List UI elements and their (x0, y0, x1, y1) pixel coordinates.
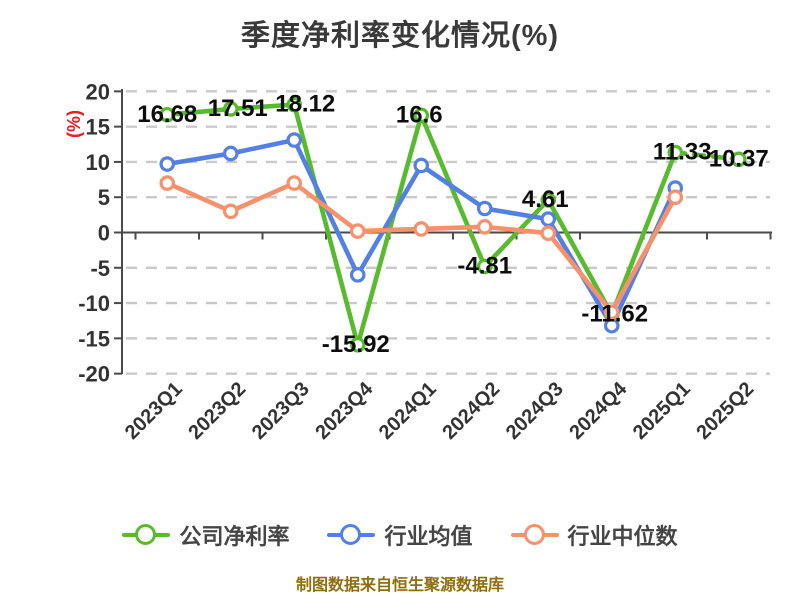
source-caption: 制图数据来自恒生聚源数据库 (295, 577, 504, 594)
legend-item-industry-median[interactable]: 行业中位数 (510, 519, 678, 551)
x-tick-label: 2023Q2 (184, 378, 250, 444)
data-point-industry-mean[interactable] (540, 211, 557, 227)
y-axis-name: (%) (64, 110, 84, 138)
data-point-industry-median[interactable] (476, 219, 493, 235)
data-point-company-net-margin[interactable] (667, 144, 684, 161)
line-company-net-margin-dashed-segment (672, 150, 742, 162)
legend-circle (135, 524, 157, 545)
data-point-industry-median[interactable] (540, 225, 557, 242)
data-label: 16.6 (396, 101, 443, 128)
data-point-company-net-margin[interactable] (476, 258, 493, 275)
x-tick-label: 2023Q4 (311, 377, 378, 444)
legend-label: 行业中位数 (567, 524, 678, 549)
data-point-company-net-margin[interactable] (222, 101, 239, 117)
y-tick-label: -15 (78, 326, 110, 351)
data-point-industry-mean[interactable] (286, 132, 303, 148)
data-point-company-net-margin[interactable] (286, 96, 303, 113)
data-point-company-net-margin[interactable] (540, 192, 557, 208)
x-tick-label: 2024Q1 (375, 378, 441, 444)
data-point-company-net-margin[interactable] (730, 151, 747, 168)
data-point-industry-mean[interactable] (413, 157, 430, 174)
legend-marker-icon (122, 522, 171, 548)
y-tick-label: 10 (86, 150, 110, 175)
data-label: -11.62 (581, 301, 648, 328)
data-point-industry-median[interactable] (222, 203, 239, 220)
data-point-industry-mean[interactable] (159, 156, 176, 172)
data-label: 4.61 (522, 186, 569, 213)
data-point-company-net-margin[interactable] (413, 107, 430, 124)
y-tick-label: 5 (98, 185, 110, 210)
y-tick-label: -20 (78, 362, 110, 387)
data-point-industry-median[interactable] (349, 223, 366, 239)
data-label: -15.92 (322, 331, 390, 358)
data-label: -4.81 (457, 252, 512, 279)
x-tick-label: 2024Q2 (438, 378, 504, 444)
legend-marker-icon (510, 522, 559, 548)
y-tick-label: 20 (86, 79, 110, 104)
data-point-industry-mean[interactable] (349, 267, 366, 283)
y-tick-label: 15 (86, 115, 110, 140)
line-industry-median (164, 180, 678, 315)
legend-circle (523, 524, 545, 545)
data-point-company-net-margin[interactable] (159, 106, 176, 123)
data-label: 17.51 (208, 95, 268, 122)
data-point-industry-mean[interactable] (222, 145, 239, 162)
legend-label: 行业均值 (384, 524, 473, 549)
data-point-industry-median[interactable] (159, 175, 176, 191)
x-tick-label: 2025Q1 (629, 378, 695, 444)
data-label: 11.33 (653, 139, 712, 166)
y-tick-label: -10 (78, 291, 110, 316)
legend-marker-icon (327, 522, 376, 548)
legend-label: 公司净利率 (179, 524, 290, 549)
y-tick-label: 0 (98, 221, 110, 246)
x-tick-label: 2024Q3 (502, 378, 568, 444)
x-tick-label: 2023Q1 (121, 378, 187, 444)
data-label: 16.68 (137, 101, 197, 128)
data-point-industry-median[interactable] (413, 221, 430, 237)
data-label: 10.37 (709, 145, 769, 172)
data-point-industry-median[interactable] (603, 304, 620, 321)
data-label: 18.12 (275, 91, 335, 118)
data-point-company-net-margin[interactable] (349, 337, 366, 353)
y-tick-label: -5 (90, 256, 110, 281)
chart-title: 季度净利率变化情况(%) (240, 20, 560, 52)
x-tick-label: 2025Q2 (692, 378, 758, 444)
data-point-industry-median[interactable] (286, 175, 303, 191)
legend-item-industry-mean[interactable]: 行业均值 (327, 519, 473, 551)
data-point-industry-median[interactable] (667, 189, 684, 206)
x-tick-label: 2023Q3 (248, 378, 314, 444)
x-tick-label: 2024Q4 (565, 377, 632, 444)
legend: 公司净利率 行业均值 行业中位数 (0, 519, 800, 551)
legend-circle (340, 524, 362, 545)
data-point-industry-mean[interactable] (476, 200, 493, 217)
legend-item-company-net-margin[interactable]: 公司净利率 (122, 519, 289, 551)
